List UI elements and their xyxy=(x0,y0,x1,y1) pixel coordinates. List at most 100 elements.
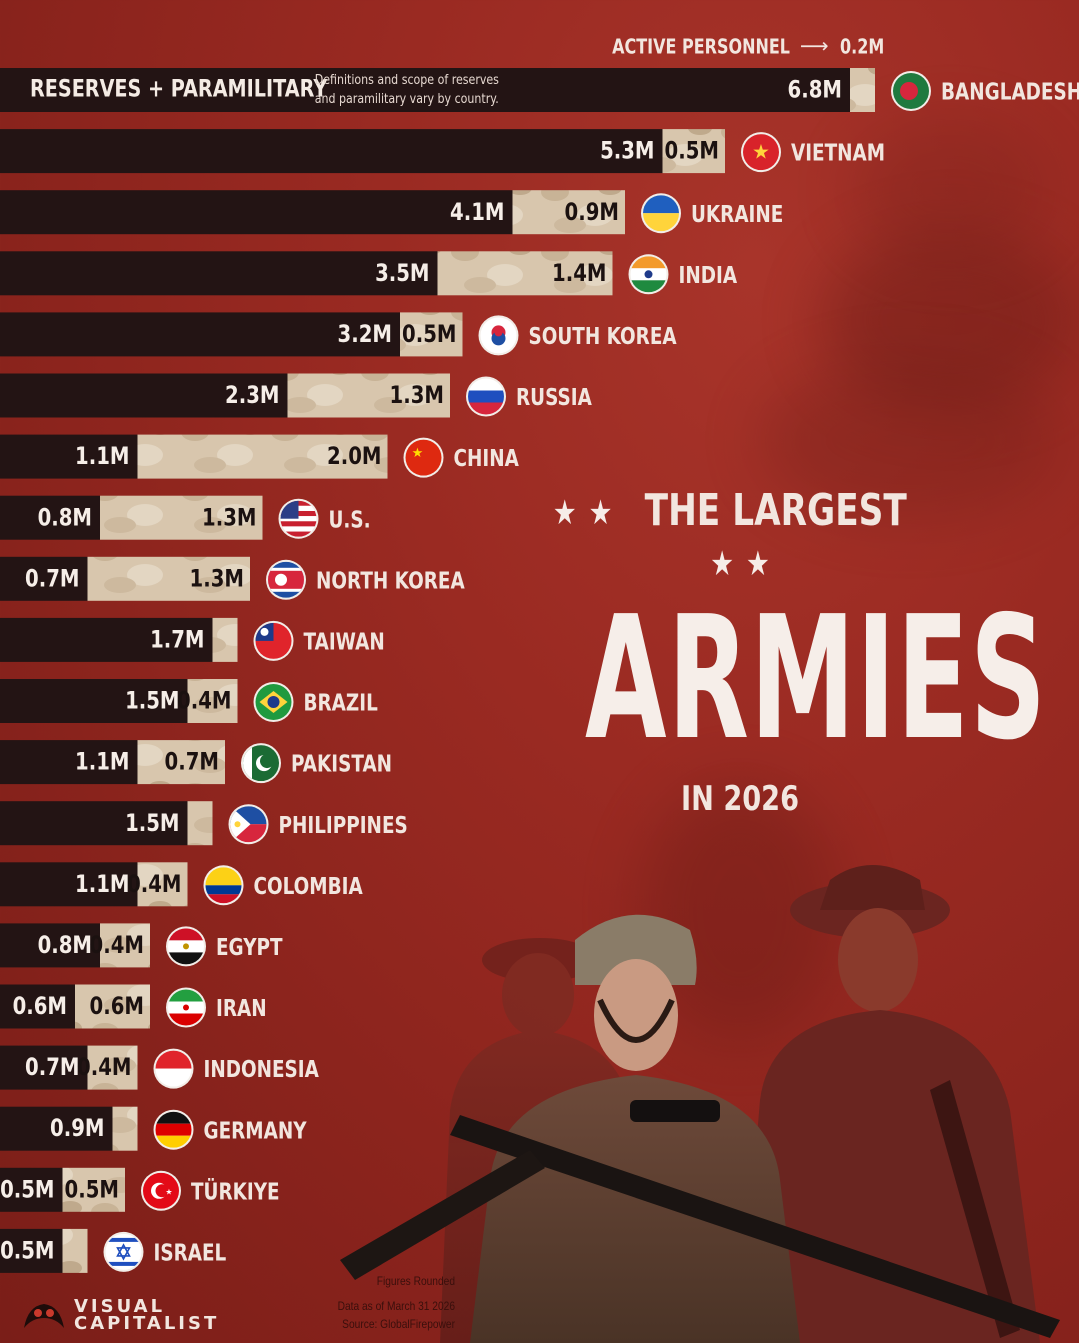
reserves-value-label: 0.7M xyxy=(25,1054,79,1081)
flag-part xyxy=(105,1261,142,1266)
flag-part xyxy=(468,378,504,391)
flag-brazil-icon xyxy=(255,684,292,720)
flag-star: ★ xyxy=(752,140,770,164)
active-value-label: 0.9M xyxy=(565,199,619,226)
flag-colombia-icon xyxy=(205,867,242,904)
flag-pakistan-icon xyxy=(243,745,279,782)
active-value-label: 0.5M xyxy=(65,1177,119,1204)
bar-row: 1.5M0.4M BRAZIL xyxy=(0,679,378,723)
active-value-label: 1.3M xyxy=(202,504,256,531)
bar-reserves xyxy=(0,434,138,479)
reserves-value-label: 0.5M xyxy=(0,1177,54,1204)
bar-reserves xyxy=(0,862,138,907)
star-icon: ★ xyxy=(588,493,613,533)
flag-part xyxy=(205,867,242,886)
flag-part xyxy=(243,745,252,782)
country-label: TAIWAN xyxy=(304,629,385,656)
country-label: CHINA xyxy=(454,445,519,472)
flag-part xyxy=(405,439,442,476)
bar-reserves xyxy=(0,556,88,601)
active-value-label: 0.6M xyxy=(90,993,144,1020)
flag-part xyxy=(644,270,653,279)
bar-row: 3.5M 1.4M INDIA xyxy=(0,251,738,296)
flag-part xyxy=(168,928,204,941)
flag-part xyxy=(267,696,280,708)
country-label: UKRAINE xyxy=(691,201,783,228)
bar-row: 1.5M PHILIPPINES xyxy=(0,801,408,846)
flag-part xyxy=(234,821,241,828)
logo-icon xyxy=(24,1304,64,1328)
bar-active xyxy=(87,1045,138,1090)
flag-iran-icon xyxy=(168,989,204,1026)
bar-active xyxy=(75,984,150,1029)
logo-line-2: CAPITALIST xyxy=(74,1313,220,1334)
country-label: INDIA xyxy=(679,262,738,289)
bar-row: 3.2M 0.5M SOUTH KOREA xyxy=(0,312,677,357)
flag-part xyxy=(643,213,679,232)
flag-part xyxy=(494,328,503,337)
flag-part xyxy=(630,280,667,293)
flag-part xyxy=(260,754,274,769)
soldiers-illustration xyxy=(340,865,1060,1343)
active-value-label: 0.5M xyxy=(402,321,456,348)
legend-active-label: ACTIVE PERSONNEL xyxy=(612,36,790,59)
flag-part xyxy=(205,885,242,895)
bar-row: 1.1M 2.0M ★ CHINA xyxy=(0,434,519,479)
country-label: BANGLADESH xyxy=(941,79,1079,106)
title-top-line: ★ ★ THE LARGEST ★ ★ xyxy=(545,485,935,587)
flag-part xyxy=(105,1237,142,1242)
bar-active xyxy=(212,617,238,662)
title-year: IN 2026 xyxy=(680,779,800,819)
bar-reserves xyxy=(0,129,663,174)
title-main: ARMIES xyxy=(585,580,1048,778)
bar-row: 1.1M 0.7M PAKISTAN xyxy=(0,740,392,785)
reserves-value-label: 0.8M xyxy=(38,932,92,959)
flag-part xyxy=(155,1111,192,1124)
flag-part xyxy=(630,256,667,269)
flag-part xyxy=(275,573,287,586)
flag-part xyxy=(155,1068,192,1087)
reserves-value-label: 3.5M xyxy=(375,260,429,287)
bar-reserves xyxy=(0,617,213,662)
bar-reserves xyxy=(0,68,850,112)
bar-reserves xyxy=(0,679,188,723)
bar-reserves xyxy=(0,190,513,235)
active-value-label: 0.4M xyxy=(77,1054,131,1081)
flag-part xyxy=(183,943,189,950)
reserves-value-label: 1.5M xyxy=(125,688,179,715)
bar-active xyxy=(137,862,188,907)
flag-part xyxy=(900,82,918,100)
flag-part xyxy=(643,195,679,214)
bar-active xyxy=(100,923,150,968)
active-value-label: 1.4M xyxy=(552,260,606,287)
legend-reserves-note-2: and paramilitary vary by country. xyxy=(315,91,499,106)
flag-part xyxy=(205,894,242,904)
country-label: U.S. xyxy=(329,506,371,533)
bar-row: 0.7M 1.3M NORTH KOREA xyxy=(0,556,465,601)
legend-arrow-icon: ⟶ xyxy=(800,34,829,58)
reserves-value-label: 6.8M xyxy=(788,77,842,104)
bar-active xyxy=(87,556,250,601)
flag-star: ★ xyxy=(165,1187,172,1196)
bar-reserves xyxy=(0,1106,113,1151)
active-value-label: 0.7M xyxy=(165,749,219,776)
active-value-label: 0.4M xyxy=(127,871,181,898)
flag-germany-icon xyxy=(155,1111,192,1148)
reserves-value-label: 1.1M xyxy=(75,749,129,776)
bar-row: 0.8M0.4M EGYPT xyxy=(0,923,283,968)
footnote-rounded: Figures Rounded xyxy=(376,1274,455,1288)
footnotes: Figures Rounded Data as of March 31 2026… xyxy=(300,1270,455,1332)
flag-indonesia-icon xyxy=(155,1050,192,1087)
flag-part xyxy=(743,134,779,171)
footnote-date: Data as of March 31 2026 xyxy=(337,1299,455,1313)
reserves-value-label: 5.3M xyxy=(600,138,654,165)
title-top: THE LARGEST xyxy=(644,485,907,536)
bar-row: 0.7M0.4M INDONESIA xyxy=(0,1045,319,1090)
country-label: INDONESIA xyxy=(204,1056,319,1083)
flag-part xyxy=(468,390,504,403)
flag-part xyxy=(280,521,317,527)
logo-line-1: VISUAL xyxy=(74,1296,166,1317)
bar-active xyxy=(437,251,613,296)
bar-reserves xyxy=(0,495,100,540)
